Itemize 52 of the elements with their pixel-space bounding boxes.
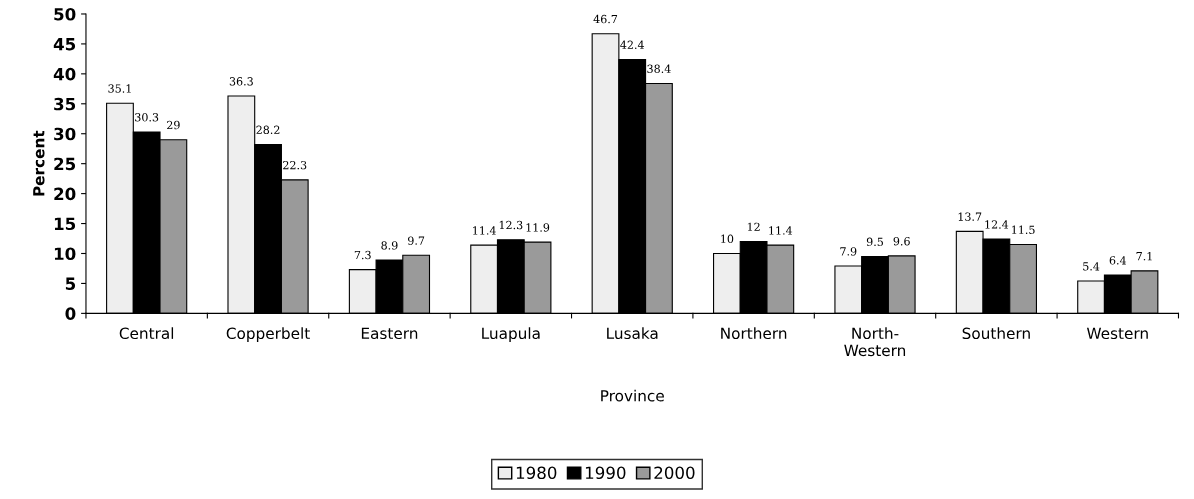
y-tick-label: 5	[65, 277, 76, 290]
data-label: 11.4	[769, 226, 793, 235]
x-tick-label: Luapula	[482, 327, 540, 343]
data-label: 9.7	[408, 236, 425, 245]
data-label: 6.4	[1109, 256, 1127, 265]
y-tick-label: 0	[65, 307, 76, 320]
x-tick-label: Lusaka	[607, 327, 658, 340]
data-label: 7.3	[354, 250, 371, 260]
data-label: 12	[747, 222, 760, 231]
data-label: 11.5	[1012, 225, 1035, 235]
data-label: 13.7	[958, 212, 982, 221]
y-tick-label: 50	[54, 7, 76, 21]
y-tick-label: 25	[54, 157, 76, 171]
x-tick-label: Western	[1086, 327, 1148, 340]
x-axis-title: Province	[601, 389, 664, 402]
data-label: 36.3	[229, 77, 253, 86]
legend-label: 1990	[585, 466, 626, 480]
x-tick-label: Central	[119, 327, 174, 340]
y-tick-label: 35	[54, 97, 76, 111]
data-label: 35.1	[108, 84, 131, 93]
data-label: 22.3	[283, 160, 307, 170]
data-label: 10	[721, 234, 734, 244]
data-label: 12.4	[985, 220, 1009, 229]
x-tick-label: Eastern	[361, 327, 418, 340]
x-tick-label: North-Western	[844, 327, 906, 357]
data-label: 46.7	[593, 14, 618, 24]
data-label: 30.3	[135, 113, 159, 122]
data-label: 7.1	[1136, 251, 1152, 261]
data-label: 12.3	[499, 220, 523, 230]
legend-label: 1980	[516, 466, 557, 480]
y-tick-label: 40	[53, 67, 76, 81]
y-tick-label: 10	[54, 247, 76, 261]
data-label: 8.9	[381, 241, 398, 250]
data-label: 29	[167, 120, 180, 130]
y-tick-label: 45	[53, 38, 76, 51]
data-label: 38.4	[647, 64, 671, 73]
x-tick-label: Copperbelt	[226, 327, 310, 343]
data-label: 5.4	[1083, 262, 1100, 271]
data-label: 42.4	[620, 40, 645, 49]
y-tick-label: 30	[54, 127, 76, 141]
data-label: 11.9	[526, 223, 550, 232]
data-label: 11.4	[473, 226, 496, 235]
x-tick-label: Northern	[721, 327, 787, 340]
data-label: 28.2	[256, 125, 280, 135]
data-label: 9.5	[866, 237, 883, 246]
legend-label: 2000	[654, 466, 695, 480]
y-tick-label: 15	[54, 217, 76, 231]
y-tick-label: 20	[54, 187, 76, 201]
data-label: 7.9	[840, 247, 857, 256]
data-label: 9.6	[893, 237, 910, 246]
y-axis-title: Percent	[33, 130, 45, 196]
x-tick-label: Southern	[962, 327, 1030, 340]
